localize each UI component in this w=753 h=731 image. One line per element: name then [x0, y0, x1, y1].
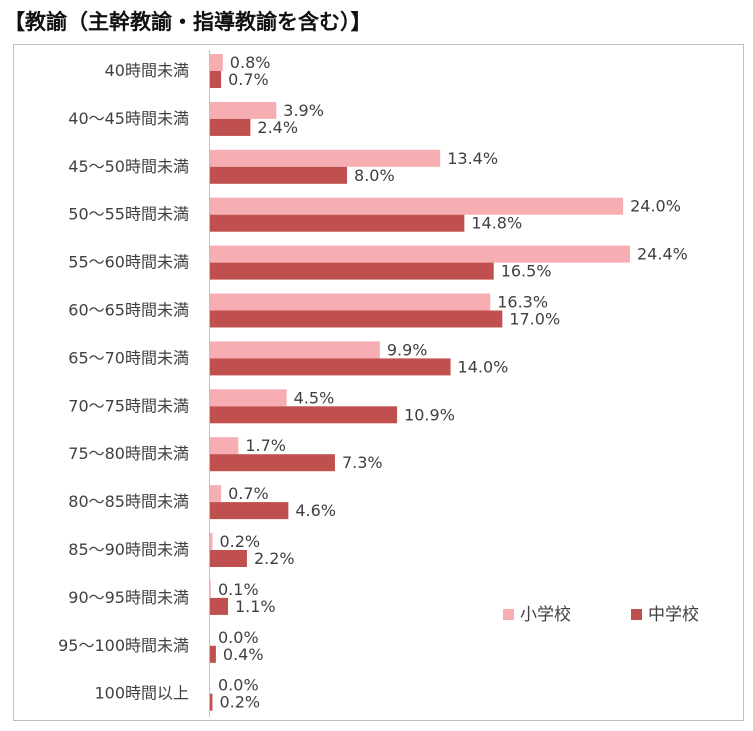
bar-junior-high — [209, 358, 451, 376]
bar-elementary — [209, 54, 223, 71]
data-label: 24.0% — [630, 197, 681, 216]
data-label: 17.0% — [509, 310, 560, 329]
category-label: 65～70時間未満 — [68, 348, 189, 367]
data-label: 9.9% — [387, 340, 428, 359]
legend-label: 小学校 — [520, 605, 571, 625]
data-label: 2.4% — [257, 118, 298, 137]
category-label: 80～85時間未満 — [68, 492, 189, 511]
data-label: 0.8% — [230, 53, 271, 72]
bar-junior-high — [209, 454, 335, 472]
bar-junior-high — [209, 166, 348, 184]
category-label: 55～60時間未満 — [68, 253, 189, 272]
bar-junior-high — [209, 693, 213, 711]
bar-junior-high — [209, 406, 398, 424]
bar-junior-high — [209, 310, 503, 328]
bar-elementary — [209, 293, 491, 311]
legend: 小学校 中学校 — [503, 605, 699, 625]
data-label: 2.2% — [254, 549, 295, 568]
category-label: 70～75時間未満 — [68, 396, 189, 415]
bar-elementary — [209, 437, 239, 455]
data-label: 0.0% — [218, 628, 259, 647]
legend-swatch — [503, 609, 514, 620]
data-label: 3.9% — [283, 101, 324, 120]
bar-junior-high — [209, 118, 251, 136]
data-label: 0.2% — [219, 532, 260, 551]
category-label: 90～95時間未満 — [68, 588, 189, 607]
data-label: 13.4% — [447, 149, 498, 168]
bar-elementary — [209, 101, 277, 119]
data-label: 14.0% — [458, 357, 509, 376]
category-label: 50～55時間未満 — [68, 205, 189, 224]
data-label: 7.3% — [342, 453, 383, 472]
data-label: 0.1% — [218, 580, 259, 599]
bar-junior-high — [209, 214, 465, 232]
category-label: 45～50時間未満 — [68, 157, 189, 176]
category-label: 75～80時間未満 — [68, 444, 189, 463]
category-label: 40時間未満 — [105, 61, 189, 80]
bar-elementary — [209, 149, 441, 167]
data-label: 0.4% — [223, 645, 264, 664]
data-label: 4.5% — [294, 388, 335, 407]
category-label: 60～65時間未満 — [68, 301, 189, 320]
bar-junior-high — [209, 645, 216, 663]
bar-junior-high — [209, 502, 289, 520]
bar-junior-high — [209, 71, 222, 88]
legend-label: 中学校 — [648, 605, 699, 625]
chart-heading: 【教諭（主幹教諭・指導教諭を含む）】 — [4, 10, 372, 34]
bar-junior-high — [209, 597, 228, 615]
data-label: 0.7% — [228, 484, 269, 503]
data-label: 8.0% — [354, 166, 395, 185]
data-label: 10.9% — [404, 405, 455, 424]
data-label: 16.5% — [501, 262, 552, 281]
chart-frame — [13, 44, 744, 721]
bar-elementary — [209, 533, 213, 550]
bar-elementary — [209, 485, 222, 503]
bar-junior-high — [209, 550, 247, 567]
data-label: 0.0% — [218, 676, 259, 695]
category-label: 100時間以上 — [94, 684, 189, 703]
data-label: 4.6% — [295, 501, 336, 520]
category-label: 40～45時間未満 — [68, 109, 189, 128]
bar-elementary — [209, 389, 287, 407]
bar-junior-high — [209, 262, 494, 280]
data-label: 0.7% — [228, 70, 269, 89]
legend-swatch — [631, 609, 642, 620]
data-label: 1.1% — [235, 597, 276, 616]
category-label: 85～90時間未満 — [68, 540, 189, 559]
bar-elementary — [209, 341, 380, 359]
category-label: 95～100時間未満 — [58, 636, 189, 655]
data-label: 16.3% — [497, 293, 548, 312]
data-label: 14.8% — [471, 214, 522, 233]
data-label: 1.7% — [245, 436, 286, 455]
bar-elementary — [209, 197, 624, 215]
data-label: 24.4% — [637, 245, 688, 264]
bar-elementary — [209, 245, 630, 263]
data-label: 0.2% — [219, 693, 260, 712]
